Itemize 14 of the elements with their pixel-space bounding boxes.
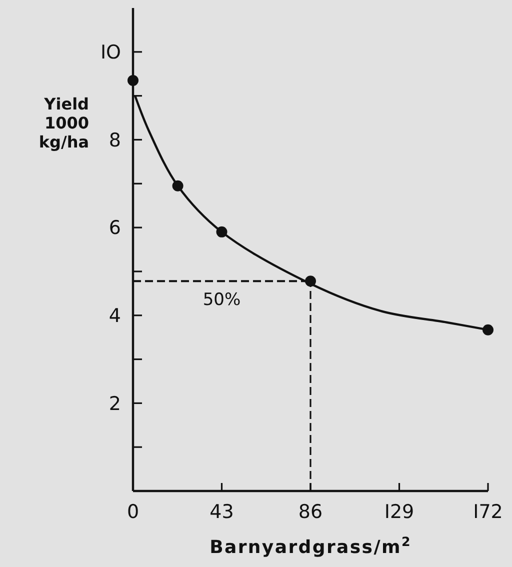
y-tick-label: 6 [108, 217, 121, 240]
y-tick-label: 4 [108, 305, 121, 328]
x-tick-label: 86 [298, 501, 323, 523]
x-tick-label: 43 [210, 501, 234, 523]
y-tick-label: 2 [108, 392, 121, 415]
y-tick-label: IO [100, 42, 121, 64]
point [128, 74, 138, 86]
x-axis-title: Barnyardgrass/m$^{2}$ [210, 534, 412, 558]
x-tick-label: 0 [126, 501, 140, 523]
x-tick-label: I72 [473, 501, 503, 523]
x-tick-label: I29 [384, 501, 414, 523]
y-axis-title: Yield 1000 kg/ha [38, 94, 89, 152]
annotation: 50% [202, 290, 241, 310]
y-tick-label: 8 [108, 129, 121, 152]
